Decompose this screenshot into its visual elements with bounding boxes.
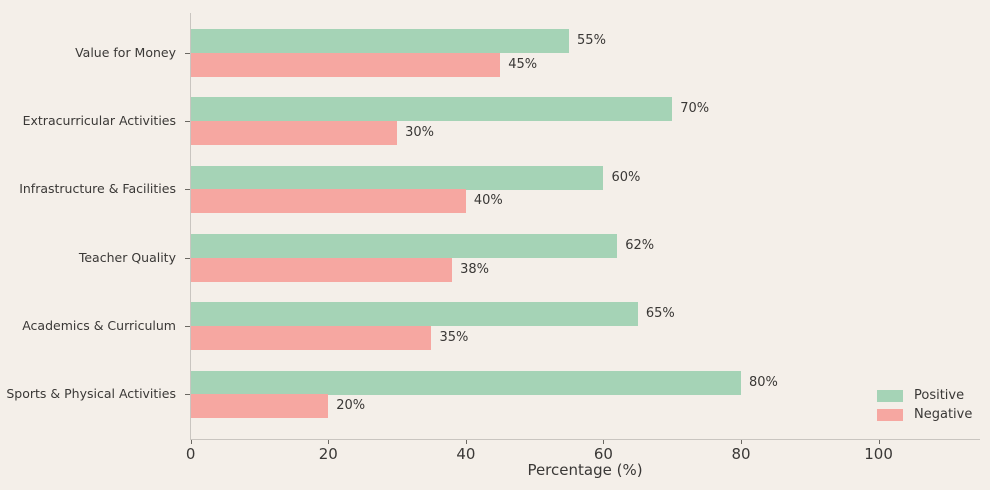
x-tick-label: 80 xyxy=(731,445,751,463)
bar-positive xyxy=(190,302,638,327)
bar-positive xyxy=(190,97,673,122)
x-tick-label: 20 xyxy=(318,445,338,463)
bar-value-label: 55% xyxy=(577,32,606,48)
x-tick-mark xyxy=(741,440,743,444)
x-tick-mark xyxy=(328,440,330,444)
x-tick-label: 0 xyxy=(185,445,196,463)
y-tick-mark xyxy=(185,121,190,123)
y-axis-line xyxy=(190,13,191,440)
bar-negative xyxy=(190,257,453,282)
legend-item-negative: Negative xyxy=(877,405,972,424)
y-tick-mark xyxy=(185,189,190,191)
x-tick-mark xyxy=(190,440,192,444)
legend-label-positive: Positive xyxy=(914,388,965,403)
legend-swatch-negative xyxy=(877,408,903,421)
bar-value-label: 45% xyxy=(508,56,538,72)
x-tick-mark xyxy=(878,440,880,444)
x-tick-label: 100 xyxy=(864,445,893,463)
bar-value-label: 38% xyxy=(460,261,489,277)
legend: Positive Negative xyxy=(877,386,972,424)
bar-negative xyxy=(190,394,329,419)
bar-value-label: 35% xyxy=(439,329,469,345)
bar-negative xyxy=(190,189,466,214)
category-label: Infrastructure & Facilities xyxy=(19,181,176,197)
bar-negative xyxy=(190,326,432,351)
bar-value-label: 60% xyxy=(611,169,641,185)
bar-value-label: 80% xyxy=(749,374,778,390)
y-tick-mark xyxy=(185,257,190,259)
x-axis-line xyxy=(190,439,980,440)
bar-positive xyxy=(190,234,618,259)
category-label: Academics & Curriculum xyxy=(22,318,176,334)
bar-value-label: 62% xyxy=(625,237,655,253)
category-label: Teacher Quality xyxy=(78,249,176,265)
legend-label-negative: Negative xyxy=(914,407,973,422)
x-tick-mark xyxy=(465,440,467,444)
x-axis-title: Percentage (%) xyxy=(527,461,643,479)
bar-value-label: 30% xyxy=(405,124,434,140)
x-tick-label: 40 xyxy=(456,445,476,463)
y-tick-mark xyxy=(185,394,190,396)
bar-positive xyxy=(190,29,570,54)
x-tick-label: 60 xyxy=(593,445,613,463)
category-label: Value for Money xyxy=(75,44,176,60)
category-label: Sports & Physical Activities xyxy=(6,386,176,402)
bar-value-label: 65% xyxy=(645,306,675,322)
bar-negative xyxy=(190,121,398,146)
bar-positive xyxy=(190,165,604,190)
bar-negative xyxy=(190,52,501,77)
y-tick-mark xyxy=(185,326,190,328)
bar-value-label: 40% xyxy=(473,193,503,209)
y-tick-mark xyxy=(185,52,190,54)
bar-positive xyxy=(190,370,741,395)
legend-item-positive: Positive xyxy=(877,386,972,405)
category-label: Extracurricular Activities xyxy=(22,113,176,129)
bar-value-label: 20% xyxy=(336,398,366,414)
legend-swatch-positive xyxy=(877,389,903,402)
bar-value-label: 70% xyxy=(680,101,710,117)
x-tick-mark xyxy=(603,440,605,444)
